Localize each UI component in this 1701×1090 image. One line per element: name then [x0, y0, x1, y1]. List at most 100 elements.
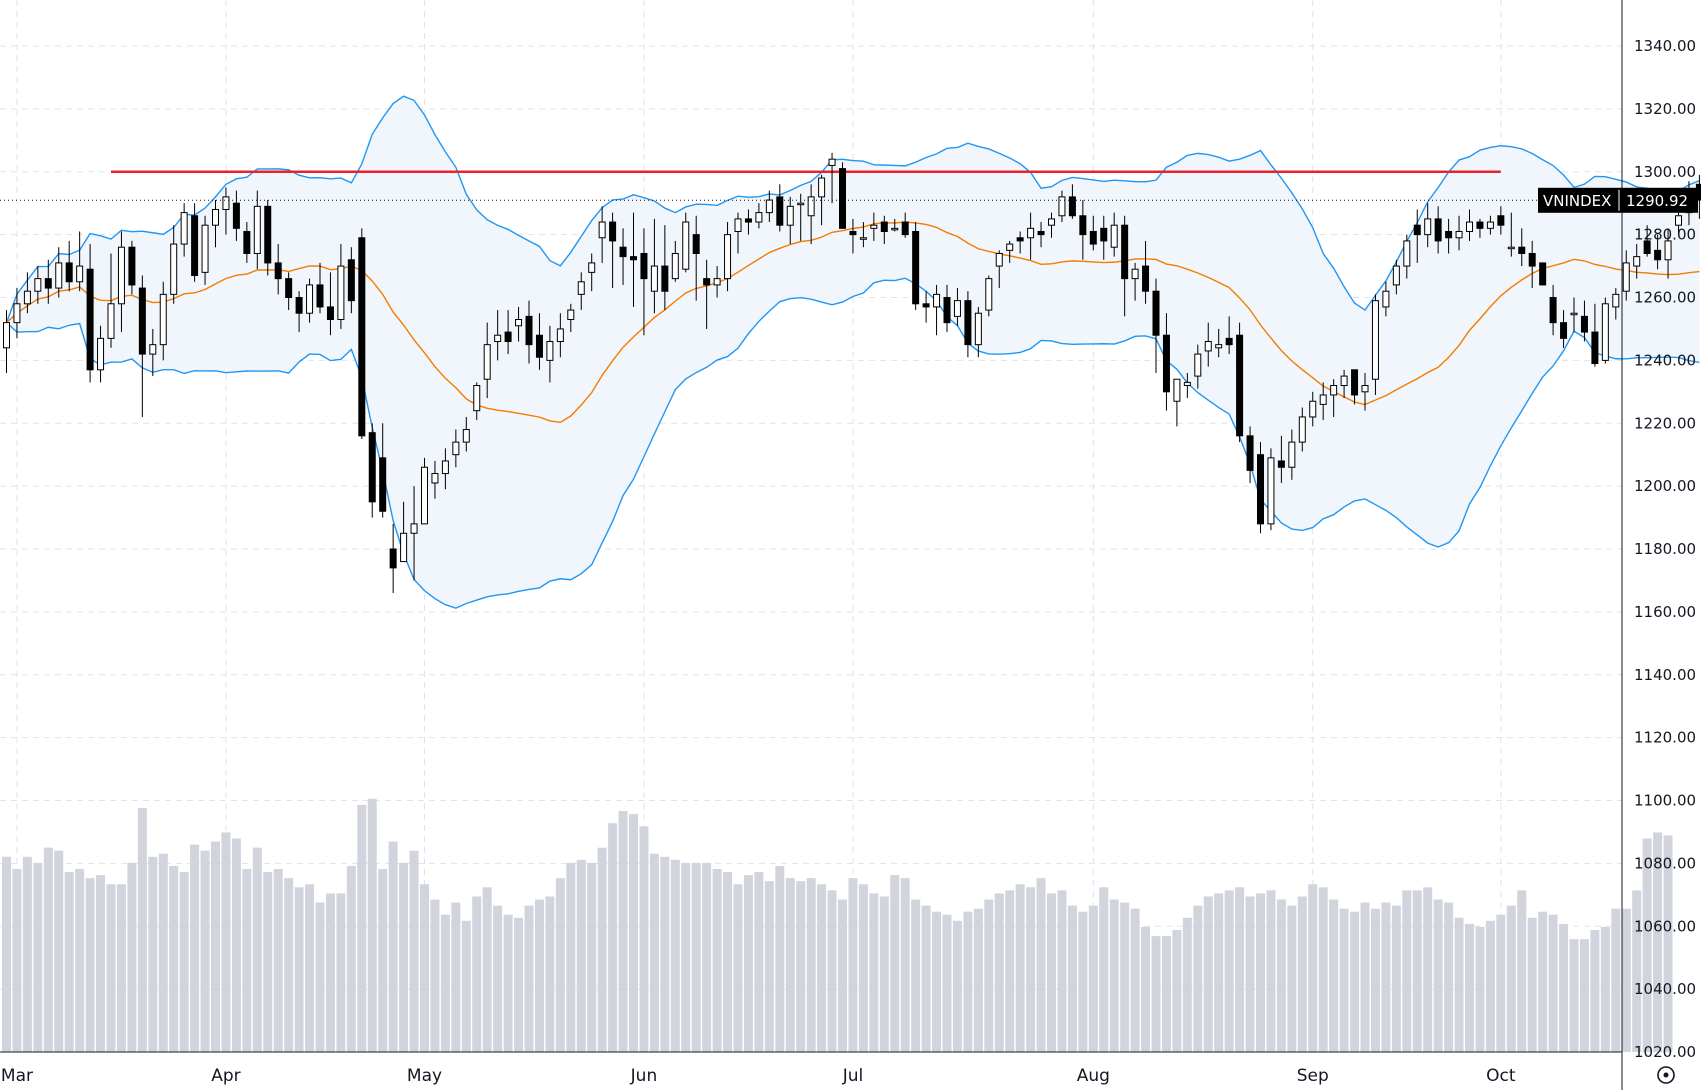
candle[interactable] — [159, 281, 167, 361]
candle[interactable] — [117, 231, 125, 333]
candle[interactable] — [776, 184, 784, 232]
candle[interactable] — [201, 215, 209, 285]
candle[interactable] — [953, 288, 961, 326]
candle[interactable] — [1591, 303, 1599, 367]
candle[interactable] — [692, 215, 700, 301]
candle[interactable] — [567, 303, 575, 333]
candle[interactable] — [473, 382, 481, 421]
candle[interactable] — [515, 306, 523, 342]
candle[interactable] — [1601, 297, 1609, 364]
candle[interactable] — [421, 457, 428, 525]
candle[interactable] — [1528, 240, 1536, 289]
candle[interactable] — [1298, 407, 1306, 452]
candle[interactable] — [44, 259, 52, 304]
candle[interactable] — [337, 244, 345, 329]
candle[interactable] — [253, 190, 261, 270]
candle[interactable] — [441, 448, 449, 490]
candle[interactable] — [452, 429, 460, 468]
candle[interactable] — [744, 209, 752, 235]
candle[interactable] — [1079, 200, 1087, 260]
candle[interactable] — [483, 322, 491, 399]
candle[interactable] — [1236, 322, 1244, 443]
candle[interactable] — [358, 228, 366, 439]
candle[interactable] — [556, 313, 564, 358]
candle[interactable] — [1392, 259, 1400, 295]
candle[interactable] — [23, 272, 31, 314]
candle[interactable] — [1277, 435, 1285, 483]
candle[interactable] — [295, 291, 303, 333]
candle[interactable] — [734, 212, 742, 254]
candle[interactable] — [97, 325, 105, 383]
candle[interactable] — [525, 300, 533, 364]
candle[interactable] — [650, 218, 658, 314]
candle[interactable] — [222, 187, 230, 235]
candle[interactable] — [347, 247, 355, 314]
candle[interactable] — [1288, 429, 1296, 480]
candle[interactable] — [1204, 322, 1212, 367]
candle[interactable] — [1424, 203, 1432, 248]
candle[interactable] — [55, 247, 63, 298]
candle[interactable] — [1215, 328, 1223, 358]
candle[interactable] — [243, 222, 251, 263]
candle[interactable] — [13, 288, 21, 339]
candle[interactable] — [839, 162, 846, 229]
candle[interactable] — [149, 328, 157, 377]
candle[interactable] — [682, 212, 690, 273]
candle[interactable] — [212, 200, 219, 248]
candle[interactable] — [1518, 228, 1526, 267]
candle[interactable] — [703, 259, 711, 329]
candle[interactable] — [577, 272, 585, 311]
candle[interactable] — [1497, 206, 1505, 235]
candle[interactable] — [943, 284, 951, 333]
candle[interactable] — [1361, 372, 1369, 411]
candle[interactable] — [1131, 262, 1139, 301]
candle[interactable] — [410, 486, 418, 581]
candle[interactable] — [1570, 297, 1578, 333]
candle[interactable] — [504, 310, 512, 355]
candle[interactable] — [128, 240, 136, 295]
candle[interactable] — [891, 218, 899, 232]
candle[interactable] — [933, 284, 941, 336]
candle[interactable] — [1382, 281, 1390, 317]
candle[interactable] — [1507, 212, 1515, 257]
candle[interactable] — [34, 266, 42, 304]
time-axis[interactable]: Mar Apr May Jun Jul Aug Sep Oct — [0, 1051, 1622, 1086]
candle[interactable] — [1330, 379, 1338, 417]
candle[interactable] — [1016, 231, 1024, 254]
candle[interactable] — [86, 244, 94, 383]
candle[interactable] — [285, 272, 293, 311]
candle[interactable] — [1622, 250, 1630, 301]
candle[interactable] — [1486, 215, 1494, 235]
candle[interactable] — [870, 212, 878, 241]
settings-button[interactable] — [1657, 1066, 1675, 1084]
candle[interactable] — [1340, 369, 1348, 399]
candle[interactable] — [1476, 218, 1484, 238]
candle[interactable] — [598, 206, 606, 263]
candle[interactable] — [462, 416, 470, 452]
candle[interactable] — [400, 501, 408, 563]
candle[interactable] — [1664, 228, 1672, 279]
candle[interactable] — [1434, 206, 1442, 254]
candle[interactable] — [1633, 244, 1641, 279]
candle[interactable] — [180, 203, 188, 257]
settings-icon[interactable] — [1657, 1066, 1675, 1084]
candles[interactable] — [3, 152, 1701, 594]
candle[interactable] — [974, 306, 982, 358]
candle[interactable] — [765, 190, 773, 223]
candle[interactable] — [1089, 215, 1097, 251]
candle[interactable] — [630, 212, 637, 307]
candle[interactable] — [389, 523, 397, 594]
candle[interactable] — [431, 460, 439, 499]
candle[interactable] — [379, 423, 387, 518]
candle[interactable] — [264, 200, 272, 276]
candle[interactable] — [859, 222, 867, 248]
candle[interactable] — [1006, 240, 1014, 263]
candle[interactable] — [170, 225, 178, 304]
candle[interactable] — [786, 196, 794, 245]
candle[interactable] — [609, 212, 617, 289]
candle[interactable] — [316, 262, 324, 314]
candle[interactable] — [1162, 313, 1170, 411]
candle[interactable] — [640, 228, 648, 336]
candle[interactable] — [818, 174, 826, 226]
